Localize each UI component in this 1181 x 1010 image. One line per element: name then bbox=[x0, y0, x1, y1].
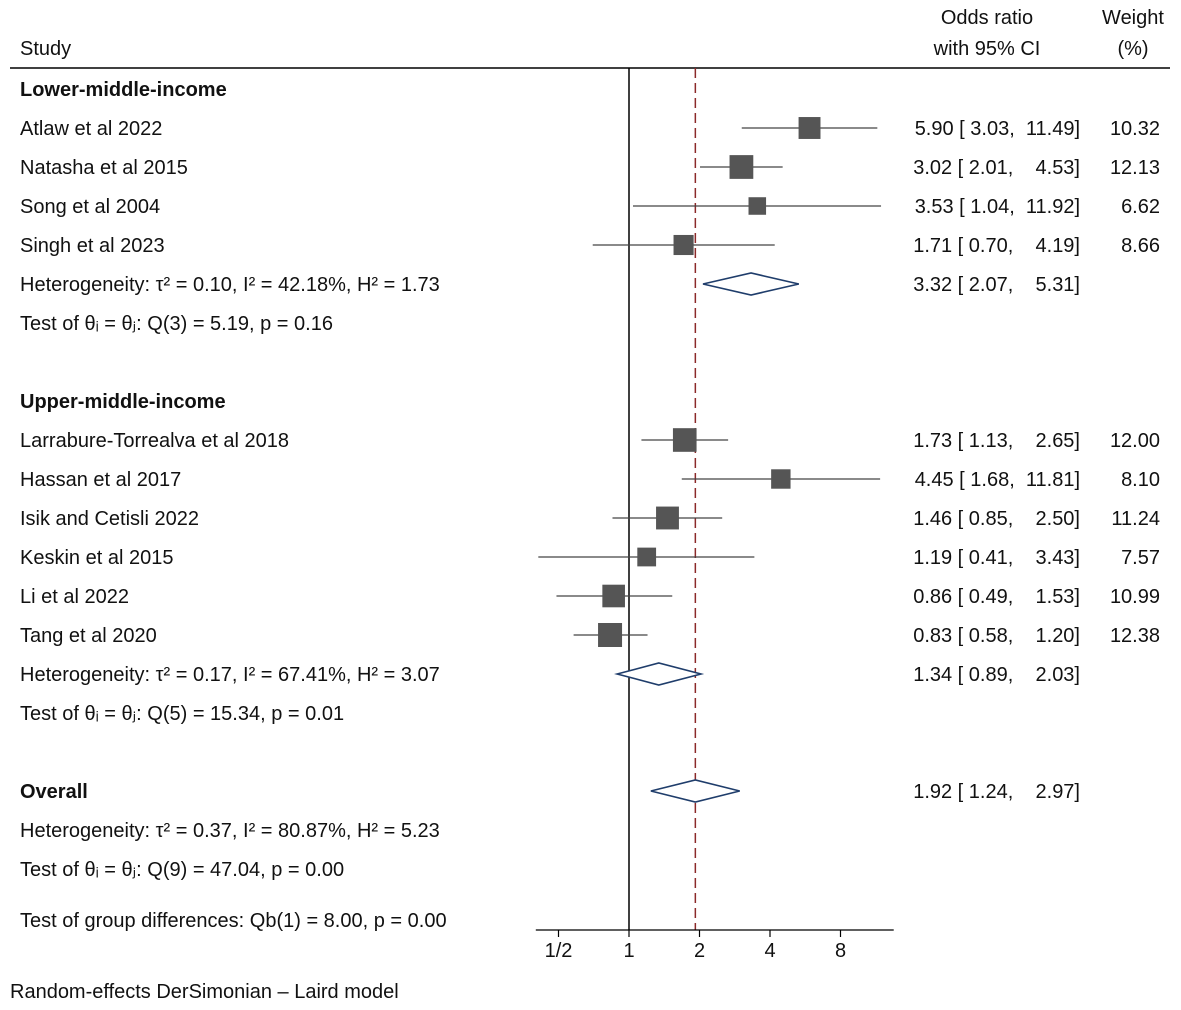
ci-text: 1.46 [ 0.85, 2.50] bbox=[913, 508, 1080, 530]
ci-text: 1.92 [ 1.24, 2.97] bbox=[913, 781, 1080, 803]
study-label: Singh et al 2023 bbox=[20, 235, 165, 257]
forest-rows: Lower-middle-income Atlaw et al 2022 5.90 … bbox=[20, 68, 1160, 932]
test-label: Test of θᵢ = θⱼ: Q(5) = 15.34, p = 0.01 bbox=[20, 703, 344, 725]
study-label: Song et al 2004 bbox=[20, 196, 160, 218]
x-tick-label: 1 bbox=[623, 940, 634, 962]
ci-text: 1.34 [ 0.89, 2.03] bbox=[913, 664, 1080, 686]
group-label: Upper-middle-income bbox=[20, 391, 226, 413]
heterogeneity-label: Heterogeneity: τ² = 0.10, I² = 42.18%, H… bbox=[20, 274, 440, 296]
study-marker bbox=[602, 584, 625, 608]
weight-text: 12.13 bbox=[1110, 157, 1160, 179]
test-label: Test of group differences: Qb(1) = 8.00,… bbox=[20, 910, 447, 932]
ci-text: 1.71 [ 0.70, 4.19] bbox=[913, 235, 1080, 257]
weight-text: 10.99 bbox=[1110, 586, 1160, 608]
ci-text: 0.86 [ 0.49, 1.53] bbox=[913, 586, 1080, 608]
pooled-diamond bbox=[614, 662, 705, 686]
study-label: Li et al 2022 bbox=[20, 586, 129, 608]
overall-label: Overall bbox=[20, 781, 88, 803]
header-or-line1: Odds ratio bbox=[941, 7, 1033, 29]
weight-text: 8.10 bbox=[1121, 469, 1160, 491]
footnote: Random-effects DerSimonian – Laird model bbox=[10, 981, 399, 1003]
x-tick-label: 4 bbox=[764, 940, 775, 962]
ci-text: 3.02 [ 2.01, 4.53] bbox=[913, 157, 1080, 179]
study-label: Keskin et al 2015 bbox=[20, 547, 173, 569]
weight-text: 8.66 bbox=[1121, 235, 1160, 257]
weight-text: 12.38 bbox=[1110, 625, 1160, 647]
weight-text: 12.00 bbox=[1110, 430, 1160, 452]
weight-text: 10.32 bbox=[1110, 118, 1160, 140]
x-tick-label: 8 bbox=[835, 940, 846, 962]
study-marker bbox=[748, 197, 767, 215]
weight-text: 6.62 bbox=[1121, 196, 1160, 218]
overall-diamond bbox=[650, 779, 740, 803]
study-label: Tang et al 2020 bbox=[20, 625, 157, 647]
study-label: Larrabure-Torrealva et al 2018 bbox=[20, 430, 289, 452]
test-label: Test of θᵢ = θⱼ: Q(3) = 5.19, p = 0.16 bbox=[20, 313, 333, 335]
header-weight-line2: (%) bbox=[1117, 38, 1148, 60]
study-label: Natasha et al 2015 bbox=[20, 157, 188, 179]
study-marker bbox=[729, 155, 754, 179]
study-marker bbox=[656, 506, 679, 530]
ci-text: 1.73 [ 1.13, 2.65] bbox=[913, 430, 1080, 452]
test-label: Test of θᵢ = θⱼ: Q(9) = 47.04, p = 0.00 bbox=[20, 859, 344, 881]
ci-text: 3.32 [ 2.07, 5.31] bbox=[913, 274, 1080, 296]
study-marker bbox=[771, 469, 791, 489]
ci-text: 5.90 [ 3.03, 11.49] bbox=[915, 118, 1080, 140]
study-label: Atlaw et al 2022 bbox=[20, 118, 162, 140]
study-marker bbox=[598, 623, 623, 647]
test-label: Heterogeneity: τ² = 0.37, I² = 80.87%, H… bbox=[20, 820, 440, 842]
weight-text: 7.57 bbox=[1121, 547, 1160, 569]
header-or-line2: with 95% CI bbox=[933, 38, 1041, 60]
header-study: Study bbox=[20, 38, 71, 60]
x-tick-label: 2 bbox=[694, 940, 705, 962]
ci-text: 4.45 [ 1.68, 11.81] bbox=[915, 469, 1080, 491]
ci-text: 0.83 [ 0.58, 1.20] bbox=[913, 625, 1080, 647]
study-marker bbox=[637, 547, 657, 567]
ci-text: 1.19 [ 0.41, 3.43] bbox=[913, 547, 1080, 569]
x-tick-label: 1/2 bbox=[545, 940, 573, 962]
header-weight-line1: Weight bbox=[1102, 7, 1164, 29]
x-axis: 1/2 1 2 4 8 bbox=[535, 929, 894, 962]
study-label: Hassan et al 2017 bbox=[20, 469, 181, 491]
group-label: Lower-middle-income bbox=[20, 79, 227, 101]
study-marker bbox=[798, 117, 821, 139]
pooled-diamond bbox=[702, 272, 799, 296]
study-label: Isik and Cetisli 2022 bbox=[20, 508, 199, 530]
study-marker bbox=[672, 428, 697, 452]
study-marker bbox=[673, 234, 694, 256]
heterogeneity-label: Heterogeneity: τ² = 0.17, I² = 67.41%, H… bbox=[20, 664, 440, 686]
weight-text: 11.24 bbox=[1111, 508, 1160, 530]
ci-text: 3.53 [ 1.04, 11.92] bbox=[915, 196, 1080, 218]
